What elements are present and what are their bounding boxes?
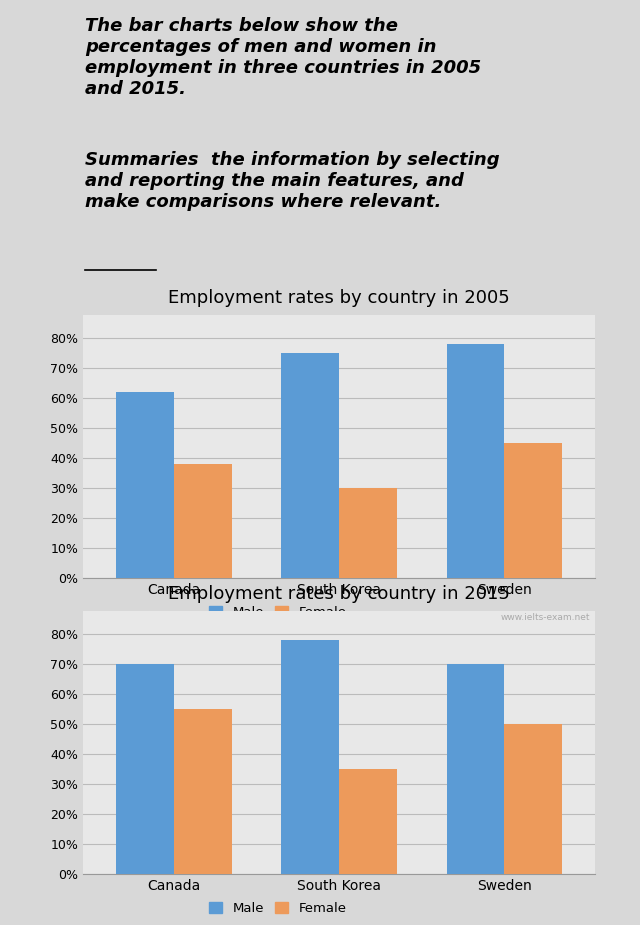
Text: Summaries  the information by selecting
and reporting the main features, and
mak: Summaries the information by selecting a… <box>85 151 500 211</box>
Bar <box>116 392 174 578</box>
Bar <box>174 464 232 578</box>
Bar <box>116 664 174 874</box>
Bar <box>282 353 339 578</box>
Legend: Male, Female: Male, Female <box>204 600 352 624</box>
Title: Employment rates by country in 2005: Employment rates by country in 2005 <box>168 290 510 307</box>
Title: Employment rates by country in 2015: Employment rates by country in 2015 <box>168 586 510 603</box>
Bar <box>447 664 504 874</box>
Legend: Male, Female: Male, Female <box>204 896 352 920</box>
Bar <box>504 443 562 578</box>
Bar <box>447 344 504 578</box>
Bar <box>339 770 397 874</box>
Bar <box>339 488 397 578</box>
Bar <box>504 724 562 874</box>
Bar <box>174 709 232 874</box>
Text: www.ielts-exam.net: www.ielts-exam.net <box>500 613 590 623</box>
Bar <box>282 640 339 874</box>
Text: The bar charts below show the
percentages of men and women in
employment in thre: The bar charts below show the percentage… <box>85 18 481 98</box>
